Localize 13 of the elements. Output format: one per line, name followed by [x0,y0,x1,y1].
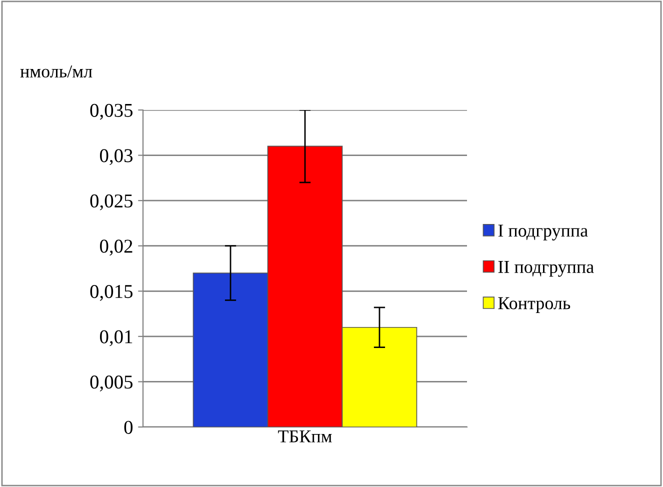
legend-label: I подгруппа [498,224,588,240]
y-tick-label: 0,015 [90,284,133,301]
y-tick-label: 0,03 [100,149,133,166]
y-axis-title: нмоль/мл [20,65,92,78]
y-tick-label: 0,01 [100,330,132,346]
y-tick-label: 0,02 [100,240,132,256]
legend-label: Контроль [498,297,570,313]
y-tick-label: 0,025 [90,194,133,210]
legend-label: II подгруппа [498,261,594,277]
y-tick-label: 0,005 [90,376,133,392]
x-axis-title: ТБКпм [278,430,332,442]
y-tick-label: 0,035 [90,104,133,120]
y-tick-label: 0 [124,420,133,434]
